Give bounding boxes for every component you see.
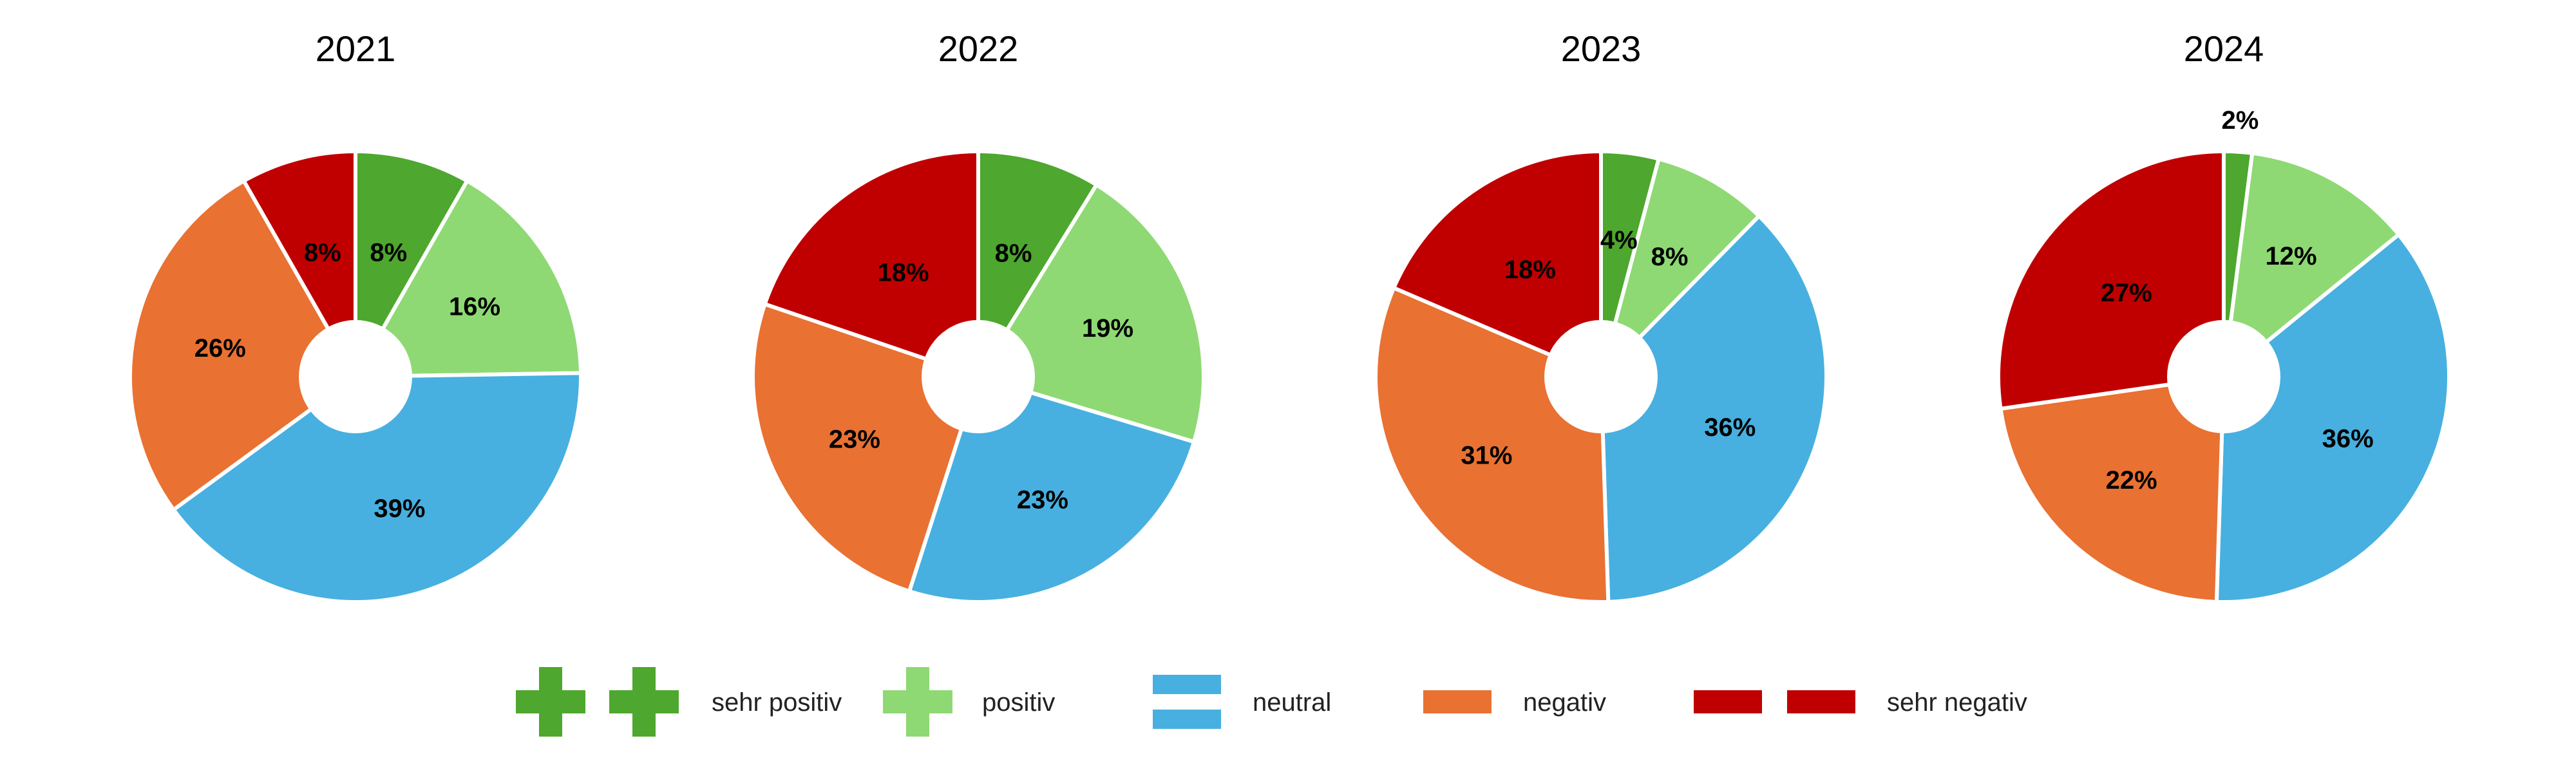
pie-chart-2023: 2023 4% 8% 36% 31% 18%: [1374, 28, 1829, 604]
pie-chart-2024: 2024 2% 12% 36% 22% 27%: [1996, 28, 2451, 604]
data-label: 36%: [1704, 413, 1756, 442]
chart-title: 2021: [316, 28, 396, 69]
legend-label: neutral: [1253, 688, 1331, 717]
pie-slice-positiv: [2222, 151, 2401, 379]
pie-slice-neutral: [1599, 214, 1829, 604]
data-label: 27%: [2101, 279, 2152, 307]
pie-slice-sehr-negativ: [242, 149, 357, 379]
donut-hole: [922, 320, 1035, 433]
chart-title: 2022: [938, 28, 1019, 69]
data-label: 23%: [1017, 485, 1068, 514]
pie-slice-neutral: [2214, 232, 2451, 604]
data-label: 2%: [2221, 106, 2259, 135]
donut-hole: [1544, 320, 1658, 433]
data-label: 18%: [878, 258, 929, 287]
charts-group: 2021 8% 16% 39% 26% 8% 2022 8% 19% 23% 23% 18% 2023 4…: [128, 28, 2451, 604]
minus-icon: [1423, 690, 1492, 713]
pie-slice-sehr-negativ: [1392, 149, 1603, 379]
legend: sehr positiv positiv neutral negativ sehr ne…: [516, 667, 2027, 737]
legend-label: sehr positiv: [712, 688, 842, 717]
pie-slice-positiv: [1599, 156, 1761, 379]
data-label: 36%: [2322, 424, 2374, 453]
data-label: 39%: [374, 495, 425, 523]
data-label: 16%: [449, 293, 500, 321]
pie-chart-2022: 2022 8% 19% 23% 23% 18%: [751, 28, 1206, 604]
chart-title: 2023: [1561, 28, 1642, 69]
data-label: 8%: [370, 239, 407, 267]
legend-label: positiv: [982, 688, 1055, 717]
donut-hole: [299, 320, 412, 433]
data-label: 8%: [1651, 243, 1689, 271]
double-plus-icon: [516, 667, 679, 737]
data-label: 22%: [2106, 466, 2157, 495]
donut-hole: [2167, 320, 2280, 433]
equals-icon: [1153, 675, 1221, 729]
chart-title: 2024: [2184, 28, 2264, 69]
pie-slice-positiv: [354, 178, 583, 379]
data-label: 8%: [995, 240, 1032, 268]
legend-label: negativ: [1523, 688, 1606, 717]
data-label: 18%: [1504, 256, 1556, 284]
pie-slice-sehr-positiv: [976, 149, 1099, 379]
data-label: 23%: [829, 426, 880, 454]
data-label: 31%: [1461, 441, 1512, 469]
pie-slice-sehr-negativ: [1996, 149, 2226, 411]
pie-slice-neutral: [171, 371, 583, 604]
legend-label: sehr negativ: [1887, 688, 2027, 717]
pie-chart-2021: 2021 8% 16% 39% 26% 8%: [128, 28, 583, 604]
pie-slice-sehr-negativ: [762, 149, 980, 379]
data-label: 4%: [1600, 226, 1638, 254]
pie-slice-negativ: [1998, 375, 2226, 604]
double-minus-icon: [1694, 690, 1855, 713]
pie-slice-sehr-positiv: [354, 149, 469, 379]
data-label: 12%: [2265, 242, 2316, 270]
data-label: 19%: [1082, 314, 1133, 343]
data-label: 26%: [194, 334, 246, 363]
pie-slice-negativ: [128, 178, 357, 512]
plus-icon: [883, 667, 952, 737]
data-label: 8%: [304, 239, 341, 267]
